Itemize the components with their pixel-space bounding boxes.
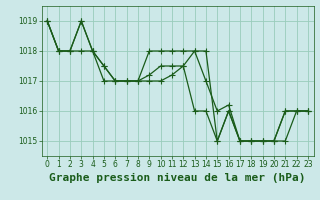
X-axis label: Graphe pression niveau de la mer (hPa): Graphe pression niveau de la mer (hPa) xyxy=(49,173,306,183)
